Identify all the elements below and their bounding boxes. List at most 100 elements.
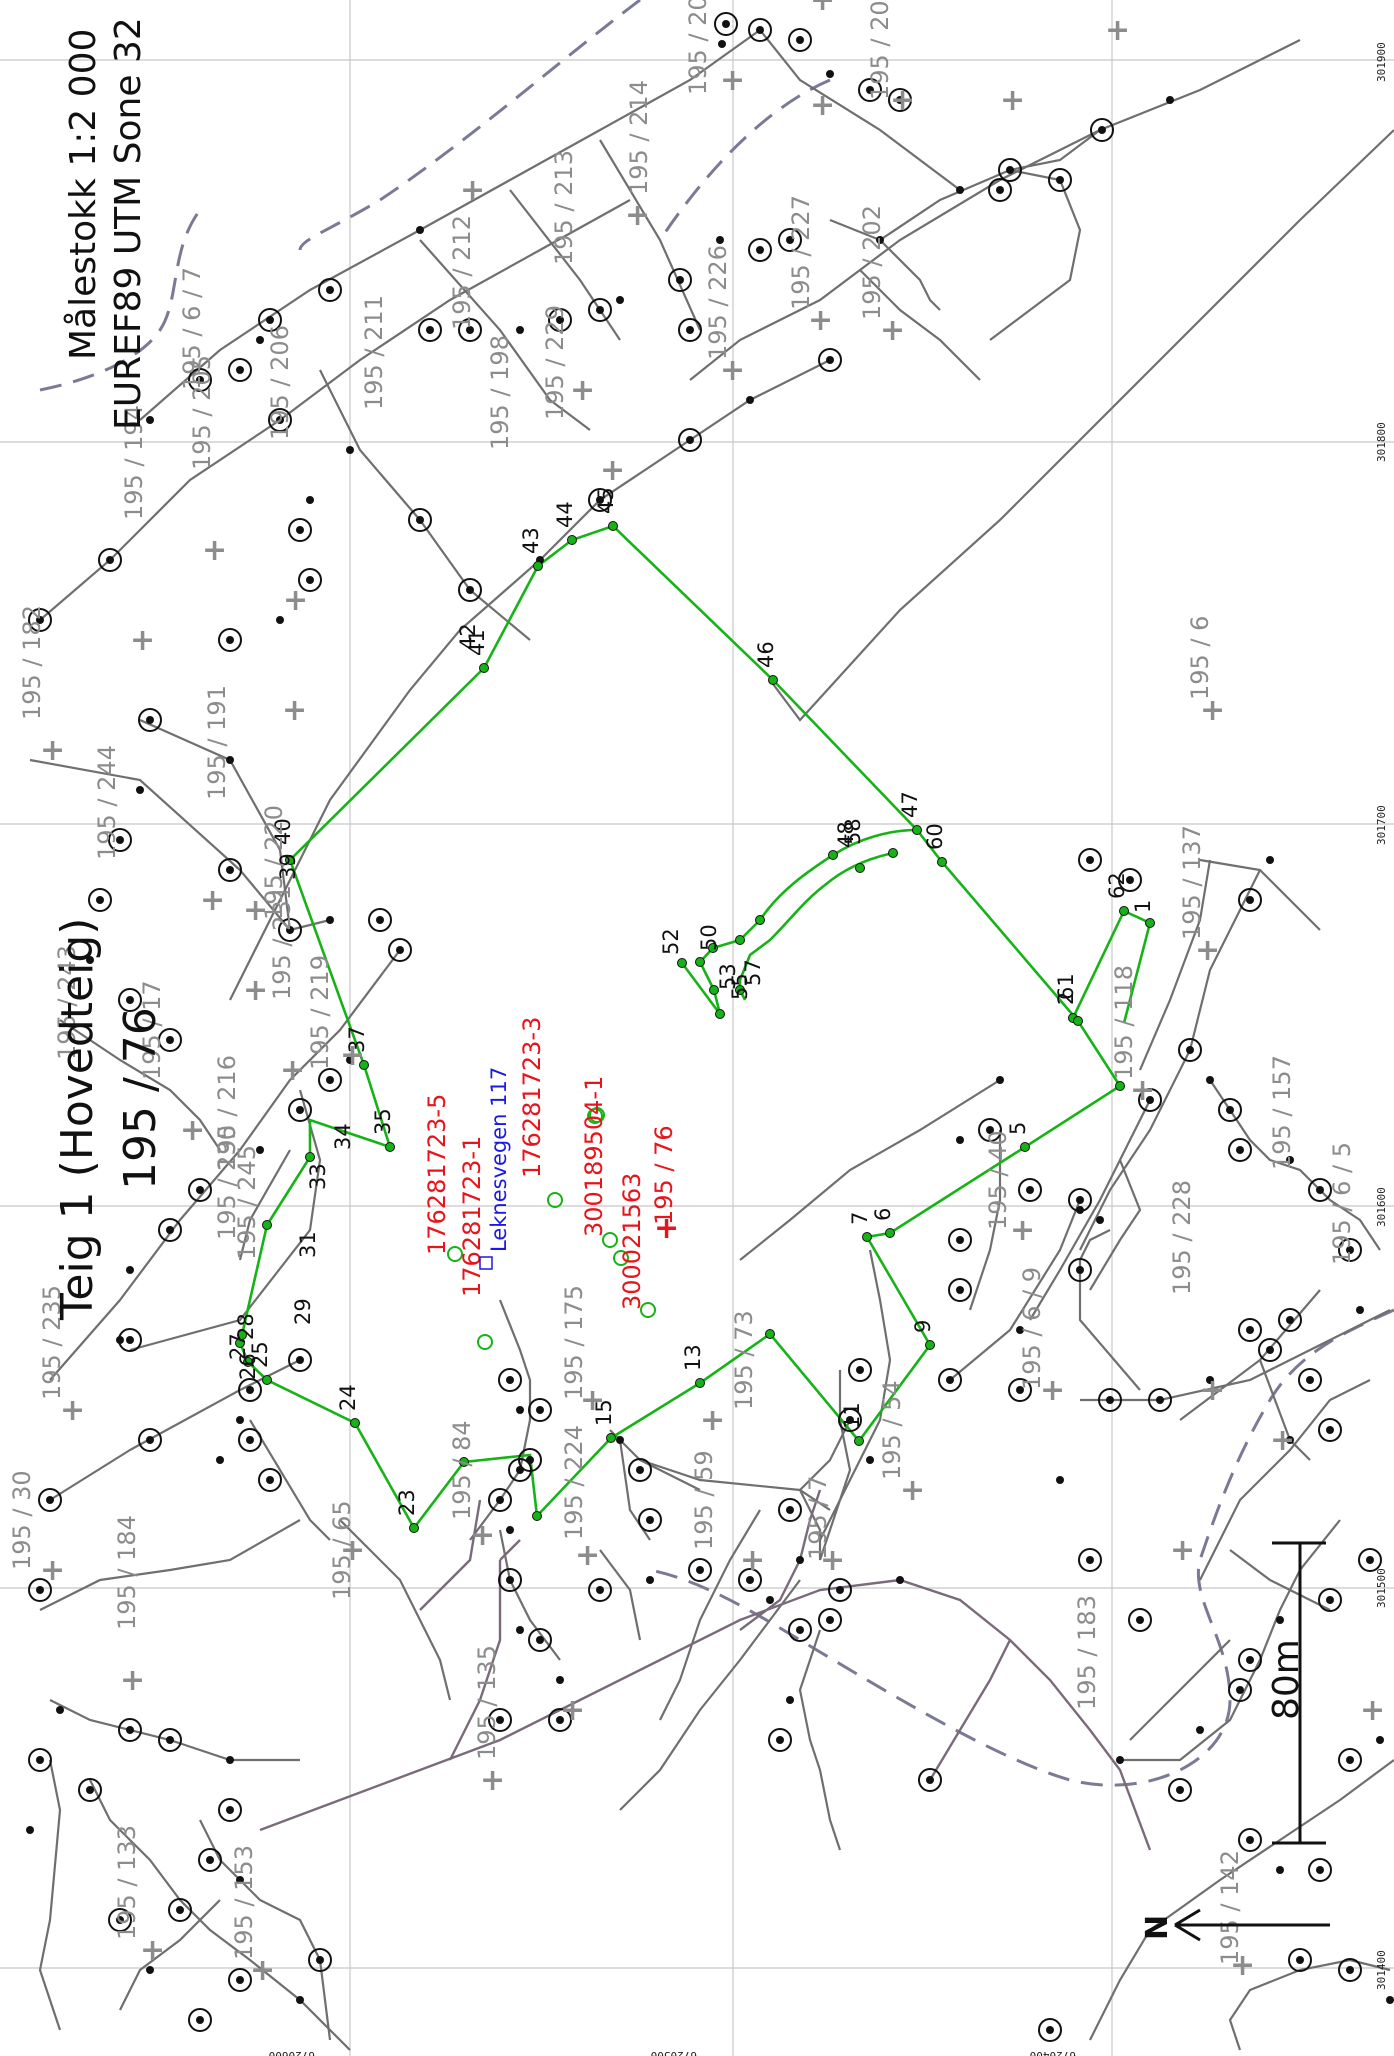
boundary-node-ring [498,1568,522,1592]
vertex-label: 58 [841,818,865,845]
parcel-centroid-marker: + [1040,1373,1065,1408]
boundary-node-ring [458,318,482,342]
parcel-label: 195 / 65 [328,1500,356,1600]
target-boundary-vertex [765,1329,775,1339]
boundary-node-ring [678,318,702,342]
boundary-node [136,786,144,794]
red-plus-marker: + [654,1211,679,1246]
boundary-node-ring [1178,1038,1202,1062]
boundary-node [866,86,874,94]
boundary-node [1226,1106,1234,1114]
target-boundary-vertex [285,855,295,865]
parcel-label: 195 / 213 [550,150,578,265]
north-label: N [1140,1915,1175,1940]
parcel-centroid-marker: + [283,583,308,618]
boundary-node-ring [1258,1338,1282,1362]
boundary-node-ring [838,1408,862,1432]
vertex-label: 43 [519,527,543,554]
boundary-node [506,1376,514,1384]
parcel-centroid-marker: + [1270,1423,1295,1458]
boundary-node [676,276,684,284]
boundary-node [86,956,94,964]
parcel-centroid-marker: + [282,693,307,728]
boundary-node [746,396,754,404]
boundary-node [326,916,334,924]
parcel-label: 195 / 230 [213,1125,241,1240]
boundary-node-ring [1078,1548,1102,1572]
boundary-node [226,1756,234,1764]
boundary-node [246,1386,254,1394]
green-markers [447,1107,656,1350]
parcel-centroid-marker: + [140,1933,165,1968]
vertex-label: 33 [306,1163,330,1190]
boundary-node [1006,166,1014,174]
boundary-node [636,1466,644,1474]
vertex-label: 41 [465,629,489,656]
boundary-node [1246,1326,1254,1334]
parcel-label: 195 / 40 [984,1130,1012,1230]
parcel-label: 195 / 212 [448,215,476,330]
boundary-node [516,1406,524,1414]
boundary-node [466,586,474,594]
boundary-node [756,246,764,254]
boundary-node-ring [518,1448,542,1472]
vertex-label: 40 [271,818,295,845]
boundary-node [126,1266,134,1274]
boundary-node [1056,176,1064,184]
parcel-label: 195 / 227 [787,195,815,310]
boundary-node [516,326,524,334]
parcel-centroid-marker: + [808,303,833,338]
boundary-node [506,1576,514,1584]
boundary-node [266,1476,274,1484]
parcel-label: 195 / 182 [18,605,46,720]
boundary-node [956,1236,964,1244]
vertex-label: 52 [659,928,683,955]
boundary-node-ring [408,508,432,532]
vertex-label: 42 [456,623,480,650]
boundary-node [796,1626,804,1634]
boundary-node-ring [88,888,112,912]
boundary-node [96,896,104,904]
boundary-node [1116,1756,1124,1764]
boundary-node [1086,856,1094,864]
vertex-label: 50 [697,924,721,951]
easting-4: 301600 [1375,1187,1388,1227]
target-boundary-vertex [925,1340,935,1350]
boundary-node [126,996,134,1004]
parcel-centroid-marker: + [575,1538,600,1573]
boundary-node-ring [138,1428,162,1452]
boundary-node-ring [498,1368,522,1392]
boundary-node [36,1756,44,1764]
parcel-centroid-marker: + [880,313,905,348]
vertex-label: 61 [1054,973,1078,1000]
boundary-node-ring [1228,1138,1252,1162]
boundary-node-ring [1238,888,1262,912]
parcel-centroid-marker: + [1000,83,1025,118]
boundary-node-ring [278,918,302,942]
parcel-centroid-marker: + [40,733,65,768]
boundary-node-ring [1288,1948,1312,1972]
parcel-label: 195 / 243 [53,945,81,1060]
boundary-node [1296,1956,1304,1964]
boundary-node [506,1526,514,1534]
boundary-node [796,36,804,44]
parcel-centroid-marker: + [202,533,227,568]
parcel-centroid-marker: + [560,1693,585,1728]
vertex-label: 34 [331,1123,355,1150]
boundary-node-ring [118,988,142,1012]
boundary-node [46,1496,54,1504]
parcel-centroid-marker: + [243,893,268,928]
parcel-label: 195 / 6 [1186,616,1214,700]
boundary-node [1206,1376,1214,1384]
boundary-node [296,1106,304,1114]
boundary-node [722,20,730,28]
parcel-label: 195 / 183 [1073,1595,1101,1710]
vertex-label: 53 [716,963,740,990]
boundary-node [616,296,624,304]
boundary-node [1026,1186,1034,1194]
boundary-node-ring [28,1578,52,1602]
parcel-centroid-marker: + [280,1053,305,1088]
parcel-label: 195 / 229 [541,305,569,420]
